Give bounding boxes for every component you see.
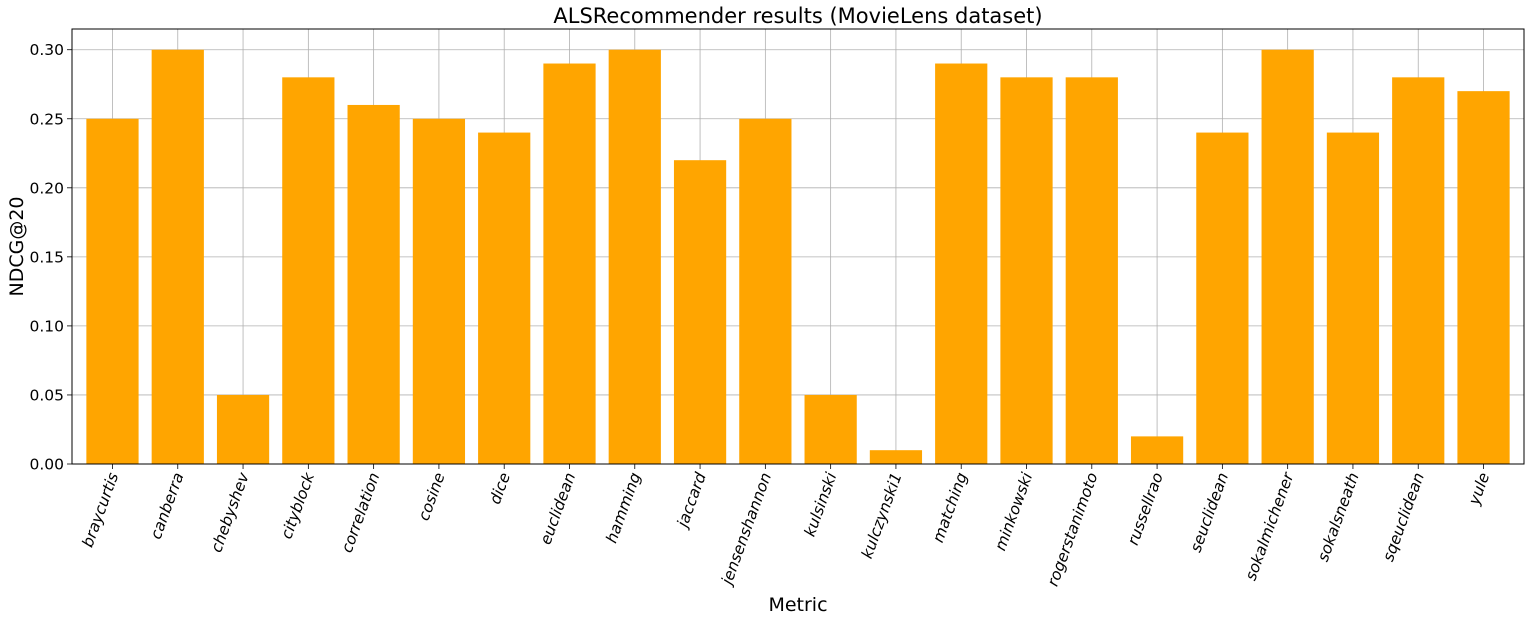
bar-rogerstanimoto	[1065, 77, 1118, 464]
bar-sokalmichener	[1261, 49, 1314, 464]
bar-jensenshannon	[739, 118, 792, 464]
bar-cosine	[412, 118, 466, 464]
y-tick-label: 0.25	[29, 110, 64, 128]
x-tick-label-kulczynski1: kulczynski1	[858, 470, 906, 561]
bar-braycurtis	[86, 118, 139, 464]
x-tick-label-hamming: hamming	[602, 470, 644, 545]
y-tick-label: 0.15	[29, 248, 64, 266]
x-axis-label: Metric	[768, 594, 827, 616]
x-tick-label-jensenshannon: jensenshannon	[717, 470, 775, 588]
x-tick-label-jaccard: jaccard	[673, 470, 710, 531]
chart-title: ALSRecommender results (MovieLens datase…	[553, 4, 1042, 28]
x-tick-label-chebyshev: chebyshev	[207, 469, 253, 554]
y-tick-label: 0.10	[29, 317, 64, 335]
bar-yule	[1457, 91, 1510, 465]
bar-hamming	[608, 49, 661, 464]
bar-sokalsneath	[1326, 132, 1380, 465]
bar-canberra	[151, 49, 204, 464]
bar-chebyshev	[216, 394, 270, 464]
x-tick-label-minkowski: minkowski	[991, 470, 1036, 554]
bars-layer	[86, 49, 1510, 465]
bar-sqeuclidean	[1392, 77, 1445, 464]
x-tick-label-sqeuclidean: sqeuclidean	[1379, 470, 1428, 564]
x-tick-label-canberra: canberra	[147, 470, 188, 541]
bar-euclidean	[543, 63, 596, 465]
bar-seuclidean	[1196, 132, 1249, 465]
x-tick-label-cosine: cosine	[415, 470, 449, 523]
y-tick-label: 0.20	[29, 179, 64, 197]
x-tick-label-euclidean: euclidean	[537, 470, 580, 547]
y-tick-label: 0.30	[29, 41, 64, 59]
x-tick-label-seuclidean: seuclidean	[1187, 470, 1232, 554]
y-axis-label: NDCG@20	[6, 196, 28, 296]
y-tick-label: 0.05	[29, 386, 64, 404]
x-tick-label-sokalmichener: sokalmichener	[1242, 469, 1298, 583]
x-tick-label-braycurtis: braycurtis	[79, 470, 123, 550]
bar-minkowski	[1000, 77, 1053, 464]
x-tick-label-dice: dice	[486, 470, 514, 506]
x-tick-label-yule: yule	[1465, 470, 1493, 508]
bar-kulczynski1	[869, 450, 923, 464]
y-tick-label: 0.00	[29, 456, 64, 474]
bar-jaccard	[673, 160, 727, 464]
plot-frame	[71, 28, 1525, 465]
x-tick-label-rogerstanimoto: rogerstanimoto	[1044, 470, 1102, 588]
x-tick-label-cityblock: cityblock	[278, 469, 319, 541]
bar-russellrao	[1130, 436, 1184, 464]
x-tick-label-kulsinski: kulsinski	[801, 470, 841, 539]
bar-dice	[478, 132, 531, 465]
bar-kulsinski	[804, 394, 857, 464]
bar-correlation	[347, 104, 400, 464]
bar-cityblock	[282, 77, 335, 464]
bar-matching	[935, 63, 988, 465]
x-tick-label-sokalsneath: sokalsneath	[1314, 470, 1363, 564]
x-tick-label-correlation: correlation	[338, 470, 384, 555]
x-tick-label-russellrao: russellrao	[1124, 470, 1167, 547]
x-tick-label-matching: matching	[929, 470, 971, 545]
